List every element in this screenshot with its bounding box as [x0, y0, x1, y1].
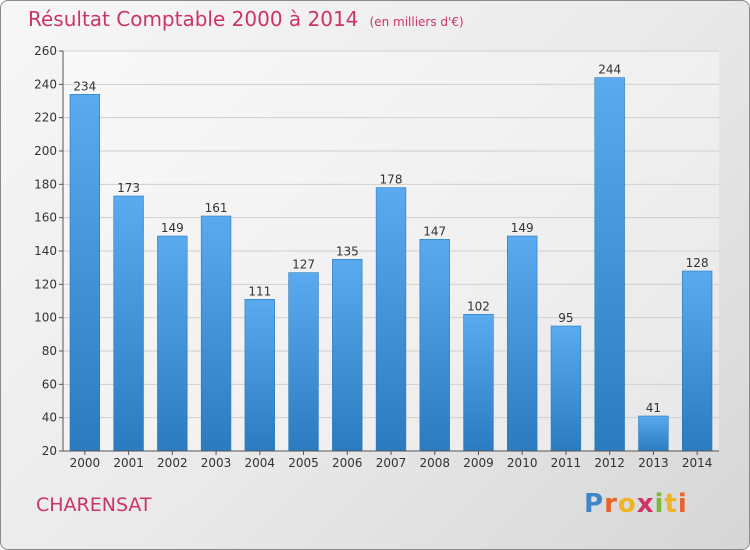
x-tick-label: 2000 — [70, 456, 101, 470]
y-tick-label: 180 — [34, 177, 57, 191]
bar — [200, 215, 232, 452]
x-tick-label: 2004 — [245, 456, 276, 470]
x-tick-label: 2013 — [638, 456, 669, 470]
x-tick-label: 2006 — [332, 456, 363, 470]
axes — [59, 50, 719, 455]
bar-value-label: 95 — [558, 311, 573, 325]
x-tick-label: 2007 — [376, 456, 407, 470]
bar — [288, 272, 319, 452]
x-tick-label: 2001 — [113, 456, 144, 470]
bar-value-label: 135 — [336, 244, 359, 258]
bars — [69, 77, 713, 452]
bar-value-label: 178 — [380, 173, 403, 187]
chart-title-block: Résultat Comptable 2000 à 2014 (en milli… — [28, 7, 464, 31]
bar — [463, 314, 494, 452]
bar-value-label: 173 — [117, 181, 140, 195]
x-tick-label: 2002 — [157, 456, 188, 470]
proxiti-logo: Proxiti — [584, 489, 688, 519]
chart-unit: (en milliers d'€) — [369, 15, 464, 29]
bar-value-label: 244 — [598, 63, 621, 77]
bar-value-label: 149 — [511, 221, 534, 235]
bar-value-label: 102 — [467, 299, 490, 313]
y-tick-label: 20 — [42, 444, 57, 458]
bar-value-label: 147 — [423, 224, 446, 238]
commune-name: CHARENSAT — [36, 494, 152, 516]
chart-title: Résultat Comptable 2000 à 2014 — [28, 7, 359, 31]
bar — [419, 239, 450, 452]
bar-value-label: 161 — [205, 201, 228, 215]
x-tick-label: 2003 — [201, 456, 232, 470]
y-tick-label: 80 — [42, 344, 57, 358]
bar — [332, 259, 363, 452]
bar — [594, 77, 625, 452]
bar — [157, 235, 188, 452]
x-tick-label: 2012 — [594, 456, 625, 470]
x-tick-label: 2009 — [463, 456, 494, 470]
bar — [550, 325, 582, 452]
y-tick-label: 260 — [34, 44, 57, 58]
bar-value-label: 128 — [686, 256, 709, 270]
bar — [244, 299, 275, 452]
x-tick-label: 2011 — [551, 456, 582, 470]
labels: 20 40 60 80 100 120 140 160 180 200 220 240 260 2000 2… — [34, 44, 712, 470]
y-tick-label: 240 — [34, 77, 57, 91]
y-tick-label: 140 — [34, 244, 57, 258]
y-tick-label: 100 — [34, 311, 57, 325]
bar — [69, 94, 101, 452]
bar-value-label: 41 — [646, 401, 661, 415]
y-tick-label: 120 — [34, 277, 57, 291]
y-tick-label: 220 — [34, 111, 57, 125]
x-tick-label: 2010 — [507, 456, 538, 470]
bar-value-label: 234 — [73, 79, 96, 93]
bar — [681, 270, 713, 452]
y-tick-label: 40 — [42, 411, 57, 425]
x-tick-label: 2014 — [682, 456, 713, 470]
bar — [375, 187, 407, 452]
x-tick-label: 2005 — [288, 456, 319, 470]
x-tick-label: 2008 — [419, 456, 450, 470]
bar — [507, 235, 538, 452]
bar — [638, 415, 669, 452]
bar — [113, 195, 144, 452]
y-tick-label: 60 — [42, 377, 57, 391]
bar-value-label: 127 — [292, 258, 315, 272]
y-tick-label: 160 — [34, 211, 57, 225]
bar-value-label: 149 — [161, 221, 184, 235]
y-tick-label: 200 — [34, 144, 57, 158]
bar-value-label: 111 — [248, 284, 271, 298]
